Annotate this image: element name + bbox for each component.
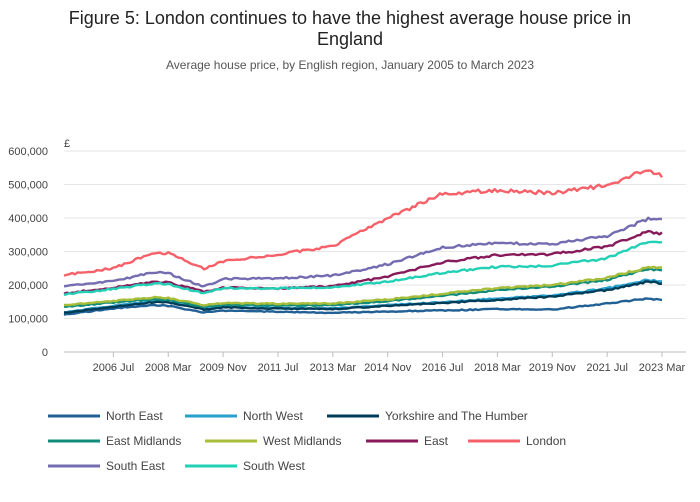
legend-item: North West	[185, 409, 303, 423]
y-tick-label: 500,000	[8, 180, 48, 192]
x-tick-label: 2006 Jul	[93, 362, 135, 374]
series-line-south-west	[63, 240, 663, 297]
x-axis: 2006 Jul 2008 Mar 2009 Nov 2011 Jul 2013 Mar…	[93, 352, 686, 374]
series-line-north-east	[63, 297, 663, 317]
legend-label: North East	[106, 409, 163, 423]
chart-subtitle: Average house price, by English region, …	[166, 58, 534, 72]
x-tick-label: 2016 Jul	[422, 362, 464, 374]
legend-item: South East	[48, 459, 165, 473]
legend-label: South West	[243, 459, 305, 473]
legend-item: Yorkshire and The Humber	[327, 409, 528, 423]
x-tick-label: 2008 Mar	[145, 362, 192, 374]
y-tick-label: 200,000	[8, 280, 48, 292]
legend-label: Yorkshire and The Humber	[385, 409, 528, 423]
x-tick-label: 2019 Nov	[529, 362, 577, 374]
y-axis: 0 100,000 200,000 300,000 400,000 500,000 600,…	[8, 146, 48, 359]
legend-item: West Midlands	[205, 434, 341, 448]
legend-item: London	[468, 434, 566, 448]
legend-item: South West	[185, 459, 305, 473]
x-tick-label: 2009 Nov	[200, 362, 248, 374]
legend-label: East Midlands	[106, 434, 181, 448]
series-line-south-east	[63, 216, 663, 288]
series-line-east	[63, 229, 663, 295]
series-line-yorkshire-and-the-humber	[63, 280, 663, 314]
chart-title-line1: Figure 5: London continues to have the h…	[69, 8, 631, 28]
legend-label: South East	[106, 459, 165, 473]
x-tick-label: 2014 Nov	[364, 362, 412, 374]
y-tick-label: 100,000	[8, 314, 48, 326]
legend-item: East Midlands	[48, 434, 181, 448]
series-line-east-midlands	[64, 267, 663, 308]
x-tick-label: 2013 Mar	[310, 362, 357, 374]
y-tick-label: 400,000	[8, 213, 48, 225]
legend-label: North West	[243, 409, 303, 423]
legend-item: North East	[48, 409, 163, 423]
gridlines	[64, 150, 686, 353]
legend-item: East	[366, 434, 449, 448]
chart-title-line2: England	[317, 29, 383, 49]
y-tick-label: 0	[42, 347, 48, 359]
y-tick-label: 600,000	[8, 146, 48, 158]
legend-label: West Midlands	[263, 434, 341, 448]
series-lines	[63, 169, 663, 317]
x-tick-label: 2018 Mar	[474, 362, 521, 374]
series-line-west-midlands	[63, 265, 663, 307]
legend-label: London	[526, 434, 566, 448]
y-axis-unit: £	[64, 138, 70, 150]
series-line-london	[63, 169, 663, 277]
legend-label: East	[424, 434, 449, 448]
x-tick-label: 2021 Jul	[586, 362, 628, 374]
legend: North East North West Yorkshire and The Hu…	[48, 409, 566, 473]
y-tick-label: 300,000	[8, 247, 48, 259]
x-tick-label: 2023 Mar	[639, 362, 686, 374]
x-tick-label: 2011 Jul	[258, 362, 299, 374]
